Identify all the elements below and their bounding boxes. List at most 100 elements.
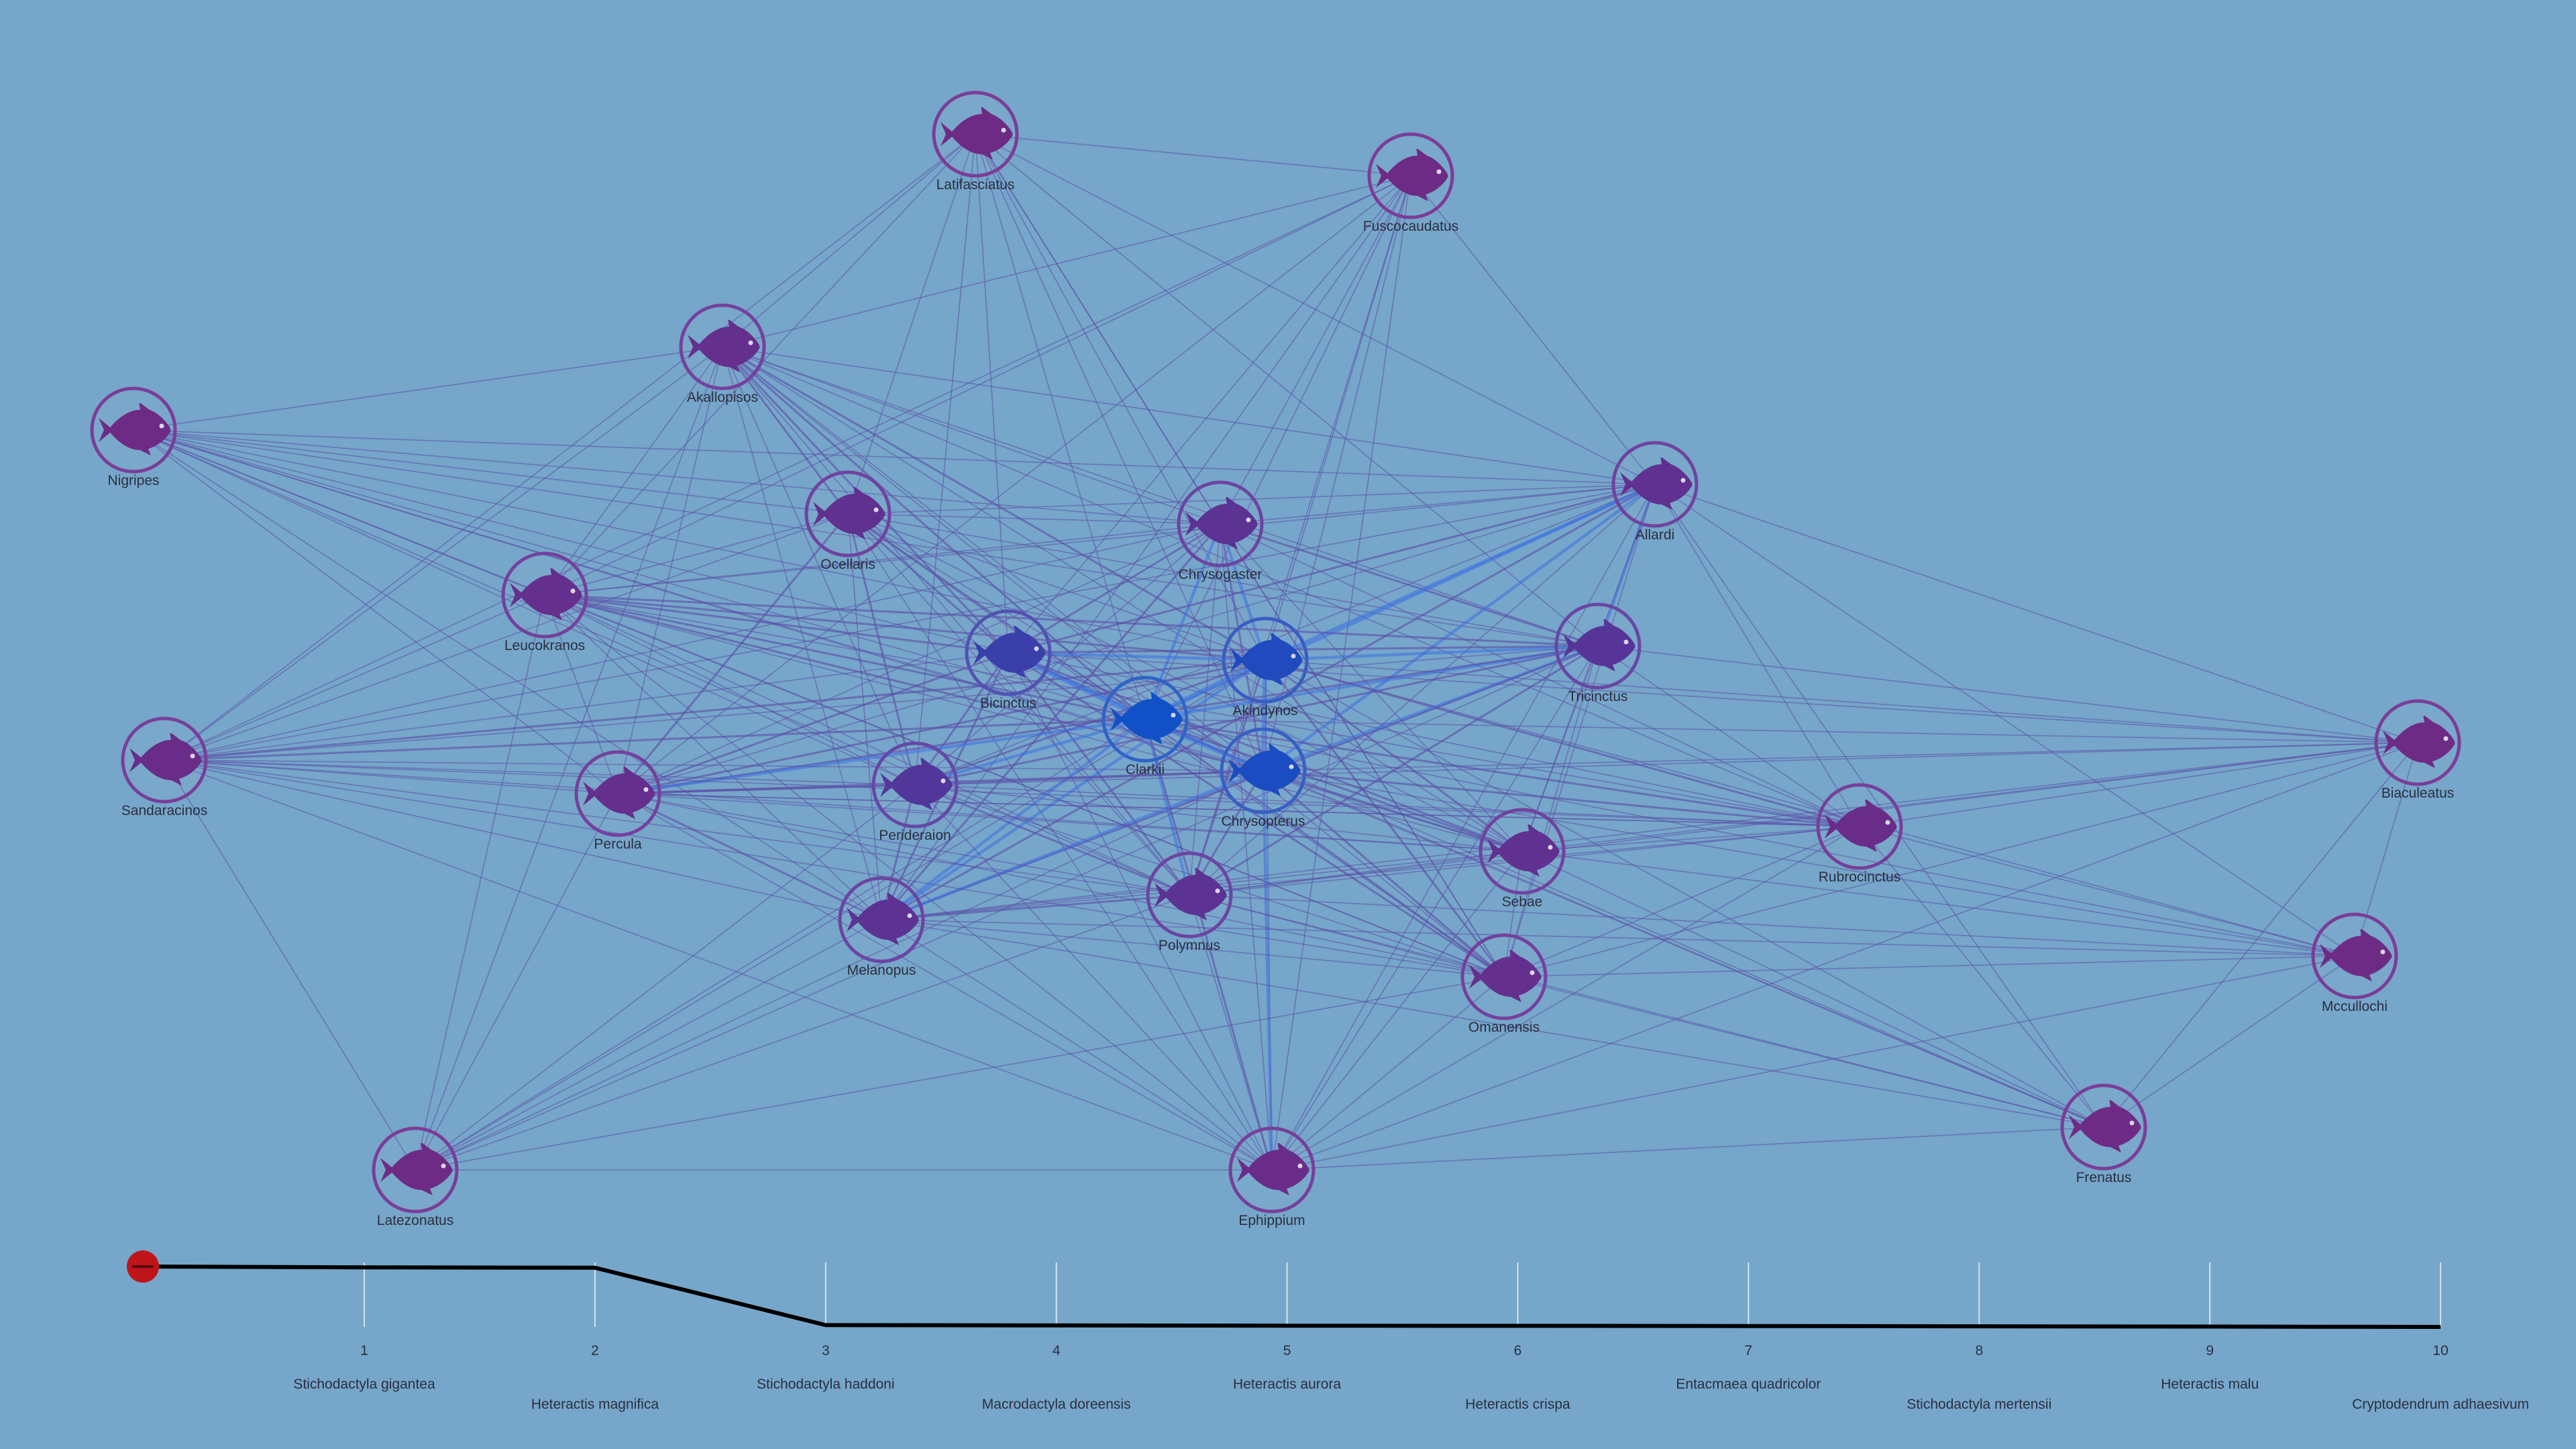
edge-allardi-omanensis (1503, 484, 1656, 977)
timeline-tick-label[interactable]: Heteractis aurora (1233, 1377, 1341, 1392)
edge-akindynos-sandaracinos (164, 659, 1266, 761)
timeline-tick-number[interactable]: 2 (591, 1343, 599, 1358)
node-nigripes[interactable]: Nigripes (90, 386, 177, 488)
timeline-tick-label[interactable]: Stichodactyla mertensii (1907, 1397, 2051, 1412)
node-bicinctus[interactable]: Bicinctus (965, 609, 1052, 711)
node-label: Fuscocaudatus (1363, 219, 1458, 234)
node-sebae[interactable]: Sebae (1479, 808, 1566, 910)
timeline-tick-label[interactable]: Macrodactyla doreensis (982, 1397, 1131, 1412)
node-ocellaris[interactable]: Ocellaris (804, 470, 892, 572)
timeline-tick-number[interactable]: 6 (1514, 1343, 1522, 1358)
node-latifasciatus[interactable]: Latifasciatus (932, 91, 1019, 193)
node-label: Mccullochi (2322, 999, 2387, 1014)
edge-chrysogaster-tricinctus (1220, 523, 1599, 647)
edge-ocellaris-percula (616, 513, 849, 794)
edge-latifasciatus-ocellaris (847, 133, 976, 515)
edge-bicinctus-ephippium (1008, 652, 1273, 1171)
edge-latifasciatus-akallopisos (722, 133, 976, 347)
timeline-tick-label[interactable]: Stichodactyla haddoni (757, 1377, 894, 1392)
node-clarkii[interactable]: Clarkii (1102, 676, 1189, 777)
edge-chrysopterus-biaculeatus (1263, 742, 2418, 771)
edge-polymnus-latezonatus (415, 894, 1190, 1171)
node-mccullochi[interactable]: Mccullochi (2311, 912, 2398, 1014)
edge-akallopisos-ocellaris (721, 346, 849, 515)
timeline-tick-number[interactable]: 10 (2432, 1343, 2448, 1358)
timeline-tick-label[interactable]: Heteractis magnifica (531, 1397, 659, 1412)
edge-ocellaris-chrysogaster (847, 513, 1221, 525)
node-label: Ephippium (1238, 1213, 1305, 1228)
edge-ocellaris-sebae (847, 513, 1523, 852)
edge-sandaracinos-latezonatus (164, 759, 416, 1171)
node-ring (1460, 933, 1548, 1020)
node-leucokranos[interactable]: Leucokranos (501, 551, 588, 653)
edge-sebae-mccullochi (1521, 851, 2355, 957)
edge-chrysogaster-rubrocinctus (1220, 523, 1860, 827)
edge-akindynos-tricinctus (1265, 644, 1599, 662)
node-label: Sandaracinos (121, 803, 207, 818)
edge-percula-latezonatus (415, 793, 619, 1171)
edge-perideraion-sebae (914, 784, 1523, 852)
timeline-tick-label[interactable]: Stichodactyla gigantea (293, 1377, 435, 1392)
timeline-gridlines (364, 1263, 2442, 1327)
node-chrysopterus[interactable]: Chrysopterus (1220, 727, 1307, 829)
edge-percula-polymnus (617, 793, 1190, 896)
timeline-tick-number[interactable]: 4 (1053, 1343, 1061, 1358)
node-label: Akallopisos (687, 390, 758, 405)
node-frenatus[interactable]: Frenatus (2060, 1083, 2147, 1185)
edge-mccullochi-ephippium (1271, 955, 2355, 1171)
node-fuscocaudatus[interactable]: Fuscocaudatus (1363, 132, 1458, 234)
node-percula[interactable]: Percula (574, 750, 661, 852)
timeline-tick-number[interactable]: 1 (360, 1343, 368, 1358)
edge-rubrocinctus-mccullochi (1859, 826, 2355, 957)
node-label: Leucokranos (504, 638, 585, 653)
node-label: Sebae (1502, 894, 1543, 910)
timeline-tick-label[interactable]: Heteractis malu (2161, 1377, 2259, 1392)
edge-fuscocaudatus-leucokranos (544, 175, 1411, 596)
node-sandaracinos[interactable]: Sandaracinos (121, 716, 208, 818)
edge-ocellaris-perideraion (847, 513, 916, 786)
timeline-tick-label[interactable]: Entacmaea quadricolor (1676, 1377, 1821, 1392)
node-rubrocinctus[interactable]: Rubrocinctus (1816, 783, 1903, 885)
edge-biaculeatus-frenatus (2103, 742, 2418, 1128)
node-label: Chrysopterus (1222, 814, 1305, 829)
node-akallopisos[interactable]: Akallopisos (679, 303, 766, 405)
node-perideraion[interactable]: Perideraion (871, 741, 959, 843)
node-ephippium[interactable]: Ephippium (1228, 1126, 1316, 1228)
node-tricinctus[interactable]: Tricinctus (1554, 602, 1642, 704)
edge-chrysogaster-ephippium (1220, 523, 1273, 1171)
node-melanopus[interactable]: Melanopus (838, 876, 925, 978)
timeline-tick-number[interactable]: 5 (1283, 1343, 1291, 1358)
node-akindynos[interactable]: Akindynos (1222, 616, 1309, 718)
timeline-tick-number[interactable]: 8 (1975, 1343, 1983, 1358)
edge-clarkii-melanopus (880, 718, 1146, 921)
edge-sebae-omanensis (1503, 851, 1523, 977)
edge-omanensis-ephippium (1271, 976, 1505, 1171)
node-label: Latezonatus (377, 1213, 453, 1228)
node-omanensis[interactable]: Omanensis (1460, 933, 1548, 1035)
edge-latifasciatus-sandaracinos (164, 133, 976, 761)
timeline-slider[interactable]: 1 Stichodactyla gigantea 2 Heteractis magni… (127, 1250, 2529, 1412)
edge-clarkii-latezonatus (415, 718, 1146, 1171)
node-latezonatus[interactable]: Latezonatus (372, 1126, 459, 1228)
edge-leucokranos-omanensis (544, 594, 1505, 977)
node-biaculeatus[interactable]: Biaculeatus (2374, 699, 2461, 801)
node-allardi[interactable]: Allardi (1611, 441, 1699, 543)
edge-ocellaris-polymnus (847, 513, 1190, 896)
node-label: Polymnus (1159, 938, 1220, 953)
edge-rubrocinctus-ephippium (1271, 826, 1860, 1171)
edge-clarkii-biaculeatus (1144, 718, 2418, 743)
edge-melanopus-mccullochi (881, 919, 2355, 957)
timeline-tick-label[interactable]: Heteractis crispa (1465, 1397, 1570, 1412)
timeline-tick-number[interactable]: 7 (1745, 1343, 1753, 1358)
edge-nigripes-ocellaris (133, 429, 849, 515)
edge-sebae-polymnus (1189, 851, 1523, 896)
node-polymnus[interactable]: Polymnus (1146, 851, 1233, 953)
node-ring (932, 91, 1019, 178)
timeline-tick-number[interactable]: 3 (822, 1343, 830, 1358)
timeline-tick-label[interactable]: Cryptodendrum adhaesivum (2352, 1397, 2529, 1412)
node-chrysogaster[interactable]: Chrysogaster (1177, 480, 1264, 582)
edge-rubrocinctus-melanopus (881, 826, 1860, 920)
timeline-tick-number[interactable]: 9 (2206, 1343, 2214, 1358)
edge-fuscocaudatus-polymnus (1189, 175, 1411, 896)
